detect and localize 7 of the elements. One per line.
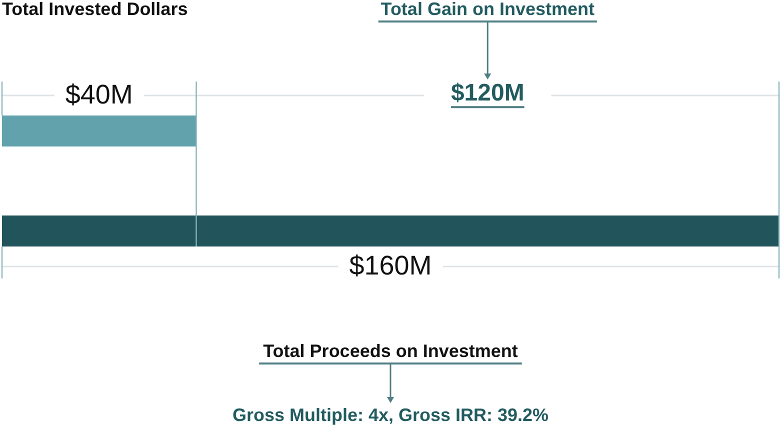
annotation: $120M: [450, 80, 524, 106]
data-label: $160M: [349, 250, 432, 280]
text: Gross Multiple: 4x, Gross IRR: 39.2%: [232, 405, 549, 425]
text: Total Proceeds on Investment: [263, 341, 518, 361]
text: Total Gain on Investment: [380, 0, 594, 19]
data-label: $40M: [65, 80, 133, 110]
text: Total Invested Dollars: [2, 0, 188, 19]
